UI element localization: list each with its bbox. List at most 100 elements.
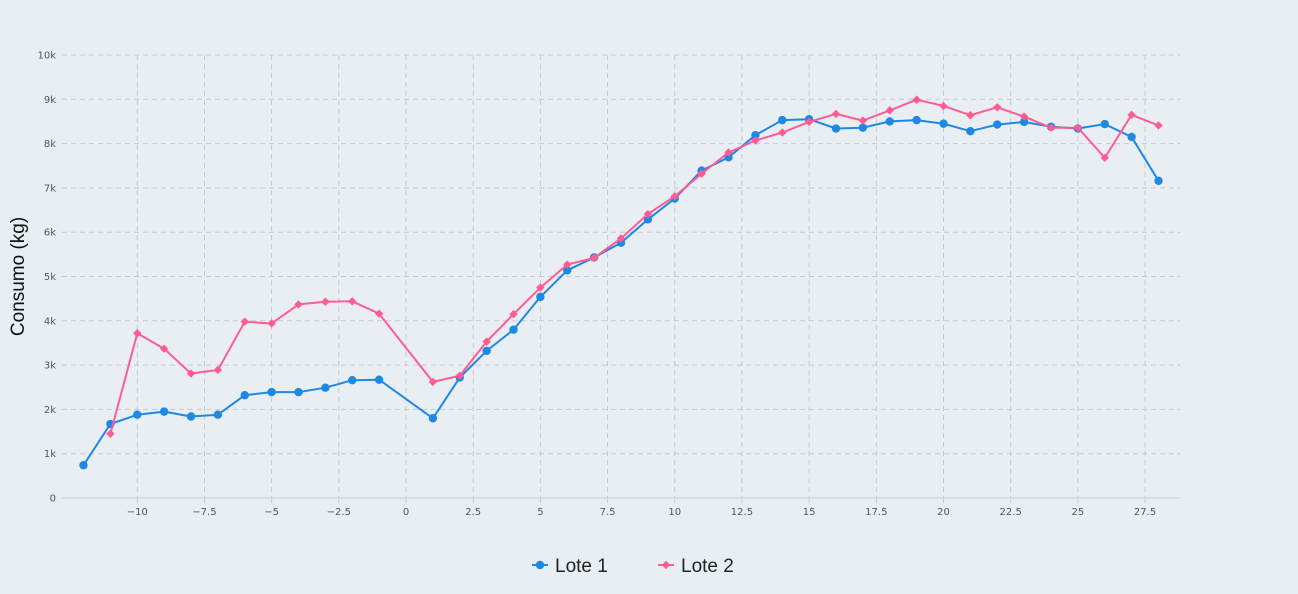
data-point [993,120,1002,129]
data-point [563,260,572,269]
data-point [536,283,545,292]
data-point [240,391,249,400]
x-tick-label: 27.5 [1134,507,1156,518]
x-tick-label: 12.5 [731,507,753,518]
data-point [267,387,276,397]
data-point [778,115,787,125]
data-point [966,111,975,120]
data-point [482,337,491,346]
data-point [724,148,733,157]
data-point [159,344,169,353]
legend: Lote 1 Lote 2 [532,556,734,577]
data-point [778,128,787,137]
data-point [213,365,223,375]
y-tick-label: 7k [44,183,56,194]
legend-marker [535,560,545,570]
data-point [509,325,518,334]
x-tick-label: 17.5 [865,507,887,518]
data-point [536,292,545,302]
y-tick-label: 9k [44,95,56,106]
x-tick-label: 2.5 [465,507,481,518]
y-tick-label: 10k [37,51,56,62]
x-tick-label: 20 [937,507,950,518]
x-tick-label: 0 [403,507,409,518]
y-tick-label: 4k [44,316,56,327]
data-point [159,407,169,416]
y-axis-title: Consumo (kg) [8,217,29,336]
data-point [939,119,948,128]
data-point [1073,123,1083,132]
y-tick-label: 3k [44,361,56,372]
data-point [912,115,921,125]
x-tick-label: 15 [803,507,816,518]
x-tick-label: −5 [264,507,279,518]
data-point [482,346,491,356]
x-tick-label: −2.5 [327,507,351,518]
data-point [1100,119,1109,129]
data-point [374,309,384,318]
data-point [1127,110,1136,120]
y-tick-label: 8k [44,139,56,150]
data-point [589,253,599,263]
data-point [563,266,572,275]
y-tick-label: 6k [44,228,56,239]
data-point [133,410,142,419]
data-point [428,414,438,423]
legend-marker [661,560,671,570]
data-point [186,412,196,421]
data-point [616,234,626,243]
series-2 [106,95,1163,438]
data-point [294,300,303,309]
data-point [509,309,518,319]
data-point [428,377,438,387]
data-point [831,124,841,133]
data-point [1046,123,1056,132]
data-point [643,209,653,219]
grid [62,54,1180,498]
data-point [186,369,196,378]
legend-label: Lote 2 [681,556,734,577]
data-point [1154,121,1163,130]
y-tick-label: 5k [44,272,56,283]
data-point [1019,117,1029,127]
series-1 [79,115,1163,470]
data-point [455,371,464,380]
data-point [1019,112,1029,121]
data-point [939,101,948,111]
data-point [966,126,975,136]
data-point [1127,132,1136,142]
data-point [79,461,88,470]
data-point [1154,176,1163,186]
data-point [858,116,868,125]
y-tick-label: 1k [44,449,56,460]
data-point [885,117,894,126]
x-tick-label: 7.5 [600,507,616,518]
data-point [374,375,384,384]
data-point [697,169,706,178]
x-tick-label: 5 [537,507,543,518]
data-point [321,383,330,392]
x-tick-label: 25 [1072,507,1085,518]
data-point [858,123,868,132]
data-point [751,130,760,140]
data-point [831,109,841,119]
x-tick-label: −10 [127,507,148,518]
data-point [213,410,223,419]
data-point [993,103,1002,112]
data-point [751,136,760,145]
x-tick-label: 22.5 [1000,507,1022,518]
data-point [348,375,357,385]
data-point [348,297,357,306]
data-point [240,317,249,326]
y-tick-label: 2k [44,405,56,416]
data-point [912,95,921,104]
x-tick-label: −7.5 [192,507,216,518]
data-point [294,387,303,397]
x-tick-label: 10 [668,507,681,518]
data-point [1100,153,1109,162]
data-point [106,429,115,438]
y-tick-label: 0 [50,494,56,505]
legend-label: Lote 1 [555,556,608,577]
